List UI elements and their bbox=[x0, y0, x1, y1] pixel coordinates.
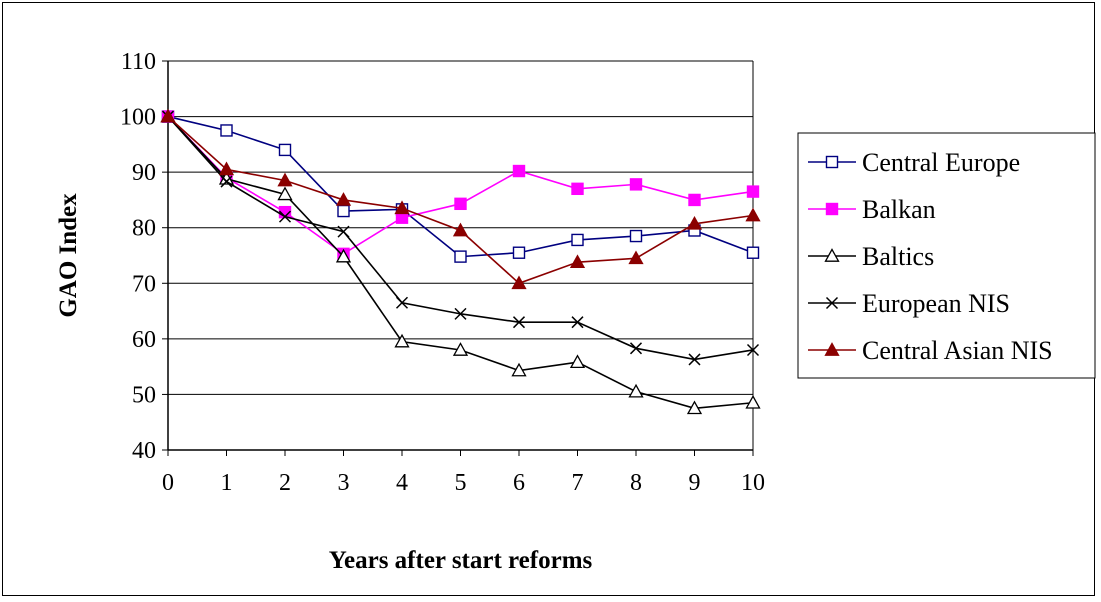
data-point bbox=[571, 182, 584, 196]
data-point bbox=[686, 215, 703, 230]
y-tick-label: 90 bbox=[132, 160, 156, 186]
legend-swatch-marker bbox=[825, 296, 839, 310]
data-point bbox=[335, 192, 352, 206]
data-point bbox=[395, 296, 409, 309]
legend-item: Central Europe bbox=[808, 148, 1020, 177]
gridlines bbox=[168, 60, 753, 395]
legend-label: Balkan bbox=[862, 195, 936, 224]
y-tick-label: 60 bbox=[132, 327, 156, 353]
y-tick-label: 80 bbox=[132, 216, 156, 242]
data-point bbox=[277, 172, 293, 187]
data-point bbox=[512, 316, 526, 329]
data-point bbox=[452, 222, 469, 237]
y-tick-label: 70 bbox=[132, 271, 156, 297]
y-tick-label: 100 bbox=[120, 105, 156, 131]
data-point bbox=[218, 161, 235, 176]
data-point bbox=[277, 186, 293, 201]
axes bbox=[162, 60, 754, 456]
x-tick-label: 9 bbox=[689, 470, 701, 496]
x-tick-label: 3 bbox=[338, 470, 350, 496]
data-point bbox=[571, 316, 584, 329]
series-central-europe bbox=[161, 110, 760, 263]
x-tick-labels: 0 1 2 3 4 5 6 7 8 9 10 bbox=[162, 470, 765, 496]
data-point bbox=[569, 254, 586, 269]
data-point bbox=[688, 353, 701, 366]
data-point bbox=[512, 246, 526, 259]
x-tick-label: 2 bbox=[279, 470, 291, 496]
series-central-asian-nis bbox=[160, 108, 761, 290]
legend-swatch-marker bbox=[825, 155, 839, 169]
data-point bbox=[335, 248, 352, 263]
legend-item: European NIS bbox=[808, 289, 1010, 318]
data-point bbox=[394, 200, 410, 215]
data-point bbox=[394, 333, 410, 348]
data-point bbox=[160, 108, 176, 123]
data-point bbox=[220, 124, 233, 137]
x-tick-label: 4 bbox=[396, 470, 408, 496]
data-point bbox=[745, 394, 761, 409]
y-tick-label: 50 bbox=[132, 382, 156, 408]
y-tick-label: 40 bbox=[132, 438, 156, 464]
series-layer bbox=[160, 108, 761, 415]
legend-item: Central Asian NIS bbox=[808, 336, 1053, 365]
line-chart: 40 50 60 70 80 90 100 110 0 1 2 3 4 5 6 7 8 9 10 GAO Inde… bbox=[55, 49, 1096, 574]
y-tick-label: 110 bbox=[121, 49, 156, 75]
data-point bbox=[454, 197, 467, 211]
legend-swatch-marker bbox=[825, 202, 839, 216]
data-point bbox=[571, 233, 584, 247]
data-point bbox=[337, 204, 350, 218]
legend: Central Europe Balkan Baltics European NIS C… bbox=[797, 132, 1096, 379]
data-point bbox=[278, 143, 292, 157]
data-point bbox=[629, 342, 643, 355]
legend-label: Baltics bbox=[862, 242, 934, 271]
data-point bbox=[452, 342, 469, 356]
x-tick-label: 6 bbox=[513, 470, 525, 496]
data-point bbox=[745, 207, 761, 222]
data-point bbox=[454, 307, 467, 320]
data-point bbox=[569, 354, 586, 369]
y-tick-labels: 40 50 60 70 80 90 100 110 bbox=[120, 49, 156, 464]
data-point bbox=[511, 275, 527, 290]
legend-swatch-marker bbox=[824, 342, 840, 356]
x-tick-label: 5 bbox=[455, 470, 467, 496]
data-point bbox=[629, 178, 643, 191]
x-tick-label: 0 bbox=[162, 470, 174, 496]
y-axis-title: GAO Index bbox=[55, 193, 82, 318]
data-point bbox=[628, 383, 644, 398]
data-point bbox=[337, 225, 350, 238]
legend-label: Central Asian NIS bbox=[862, 336, 1053, 365]
x-tick-label: 10 bbox=[741, 470, 765, 496]
series-european-nis bbox=[161, 110, 760, 366]
x-tick-label: 7 bbox=[572, 470, 584, 496]
plot-area bbox=[160, 60, 761, 456]
data-point bbox=[686, 400, 703, 415]
data-point bbox=[688, 193, 701, 207]
legend-item: Baltics bbox=[808, 242, 934, 271]
x-axis-title: Years after start reforms bbox=[329, 547, 593, 574]
x-tick-label: 8 bbox=[630, 470, 642, 496]
data-point bbox=[746, 343, 760, 357]
data-point bbox=[454, 250, 467, 263]
legend-item: Balkan bbox=[808, 195, 936, 224]
data-point bbox=[746, 246, 760, 259]
data-point bbox=[746, 185, 760, 198]
legend-label: Central Europe bbox=[862, 148, 1020, 177]
data-point bbox=[278, 210, 292, 223]
x-tick-label: 1 bbox=[221, 470, 233, 496]
data-point bbox=[220, 175, 233, 188]
data-point bbox=[512, 164, 526, 178]
legend-swatch-marker bbox=[824, 248, 840, 262]
data-point bbox=[629, 229, 643, 243]
data-point bbox=[511, 362, 527, 377]
data-point bbox=[628, 250, 644, 265]
legend-label: European NIS bbox=[862, 289, 1010, 318]
